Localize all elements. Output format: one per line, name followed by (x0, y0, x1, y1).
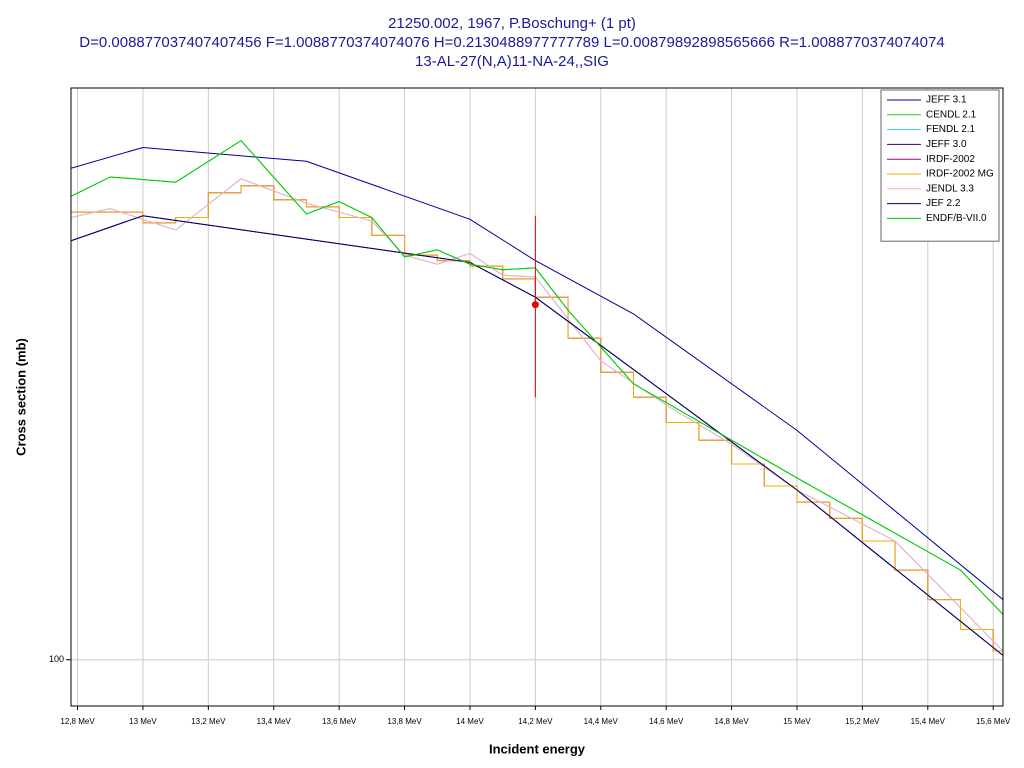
chart-title: 21250.002, 1967, P.Boschung+ (1 pt) (388, 15, 636, 32)
line (71, 215, 1003, 656)
series-group (71, 139, 1003, 656)
y-tick-label: 100 (49, 654, 64, 664)
plot-background (71, 88, 1003, 706)
legend-label: IRDF-2002 (926, 154, 975, 165)
y-axis-label: Cross section (mb) (13, 338, 28, 456)
legend-label: JEFF 3.0 (926, 139, 967, 150)
x-tick-label: 13 MeV (129, 717, 157, 726)
x-tick-label: 15 MeV (783, 717, 811, 726)
x-tick-label: 13,8 MeV (387, 717, 422, 726)
plot-frame (70, 87, 1004, 707)
chart-subtitle: 13-AL-27(N,A)11-NA-24,,SIG (415, 53, 609, 70)
legend-label: IRDF-2002 MG (926, 169, 994, 180)
data-point (531, 301, 539, 309)
line (71, 146, 1003, 600)
legend-label: ENDF/B-VII.0 (926, 213, 987, 224)
line (71, 139, 1003, 615)
legend-label: JENDL 3.3 (926, 183, 974, 194)
x-tick-label: 14,2 MeV (518, 717, 553, 726)
x-tick-label: 14,4 MeV (584, 717, 619, 726)
legend-label: JEFF 3.1 (926, 95, 967, 106)
x-tick-label: 12,8 MeV (60, 717, 95, 726)
legend-label: FENDL 2.1 (926, 124, 976, 135)
x-tick-label: 14,8 MeV (714, 717, 749, 726)
x-tick-label: 13,4 MeV (257, 717, 292, 726)
x-tick-label: 15,4 MeV (911, 717, 946, 726)
x-tick-label: 13,6 MeV (322, 717, 357, 726)
x-tick-label: 13,2 MeV (191, 717, 226, 726)
chart-subtitle: D=0.008877037407407456 F=1.0088770374074… (79, 34, 944, 51)
x-tick-label: 14,6 MeV (649, 717, 684, 726)
legend-label: JEF 2.2 (926, 198, 961, 209)
line (71, 178, 1003, 652)
x-tick-label: 15,6 MeV (976, 717, 1011, 726)
step-line (71, 185, 1003, 652)
x-axis-label: Incident energy (489, 741, 586, 756)
legend-label: CENDL 2.1 (926, 109, 977, 120)
x-tick-label: 14 MeV (456, 717, 484, 726)
x-tick-label: 15,2 MeV (845, 717, 880, 726)
